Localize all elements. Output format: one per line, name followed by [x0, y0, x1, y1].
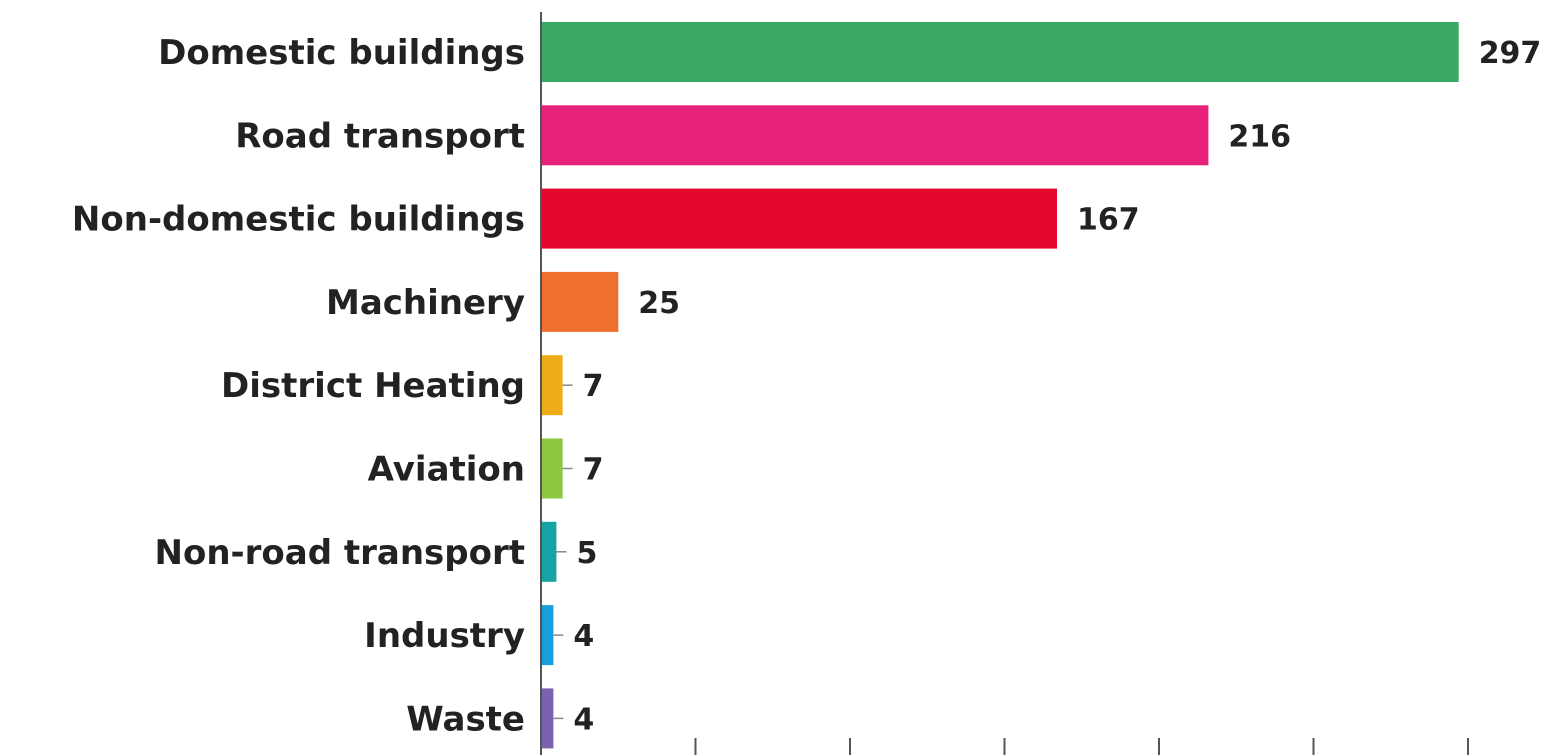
bar-industry: [541, 605, 554, 666]
axes-group: [540, 12, 1469, 755]
category-label-non-domestic-buildings: Non-domestic buildings: [72, 200, 525, 240]
bar-machinery: [541, 271, 619, 332]
bar-aviation: [541, 438, 563, 499]
category-label-non-road-transport: Non-road transport: [155, 533, 526, 573]
bar-waste: [541, 688, 554, 749]
category-labels-group: Domestic buildings Road transport Non-dome…: [72, 33, 525, 739]
value-label-road-transport: 216: [1228, 119, 1291, 154]
bar-non-road-transport: [541, 521, 557, 582]
value-label-aviation: 7: [583, 453, 604, 488]
bars-group: [541, 22, 1459, 749]
value-label-machinery: 25: [638, 286, 680, 321]
category-label-district-heating: District Heating: [221, 366, 525, 406]
category-label-waste: Waste: [406, 699, 525, 739]
value-label-domestic-buildings: 297: [1479, 36, 1542, 71]
value-label-industry: 4: [573, 619, 594, 654]
category-label-domestic-buildings: Domestic buildings: [158, 33, 525, 73]
value-label-waste: 4: [573, 702, 594, 737]
category-label-machinery: Machinery: [326, 283, 525, 323]
bar-non-domestic-buildings: [541, 188, 1057, 249]
bar-road-transport: [541, 105, 1209, 166]
bar-domestic-buildings: [541, 22, 1459, 82]
value-label-district-heating: 7: [583, 369, 604, 404]
category-label-aviation: Aviation: [368, 450, 525, 490]
value-label-non-road-transport: 5: [577, 536, 598, 571]
value-label-non-domestic-buildings: 167: [1077, 203, 1140, 238]
value-labels-group: 297 216 167 25 7 7 5 4 4: [553, 36, 1541, 737]
bar-district-heating: [541, 355, 563, 416]
category-label-road-transport: Road transport: [235, 116, 525, 156]
category-label-industry: Industry: [364, 616, 525, 656]
